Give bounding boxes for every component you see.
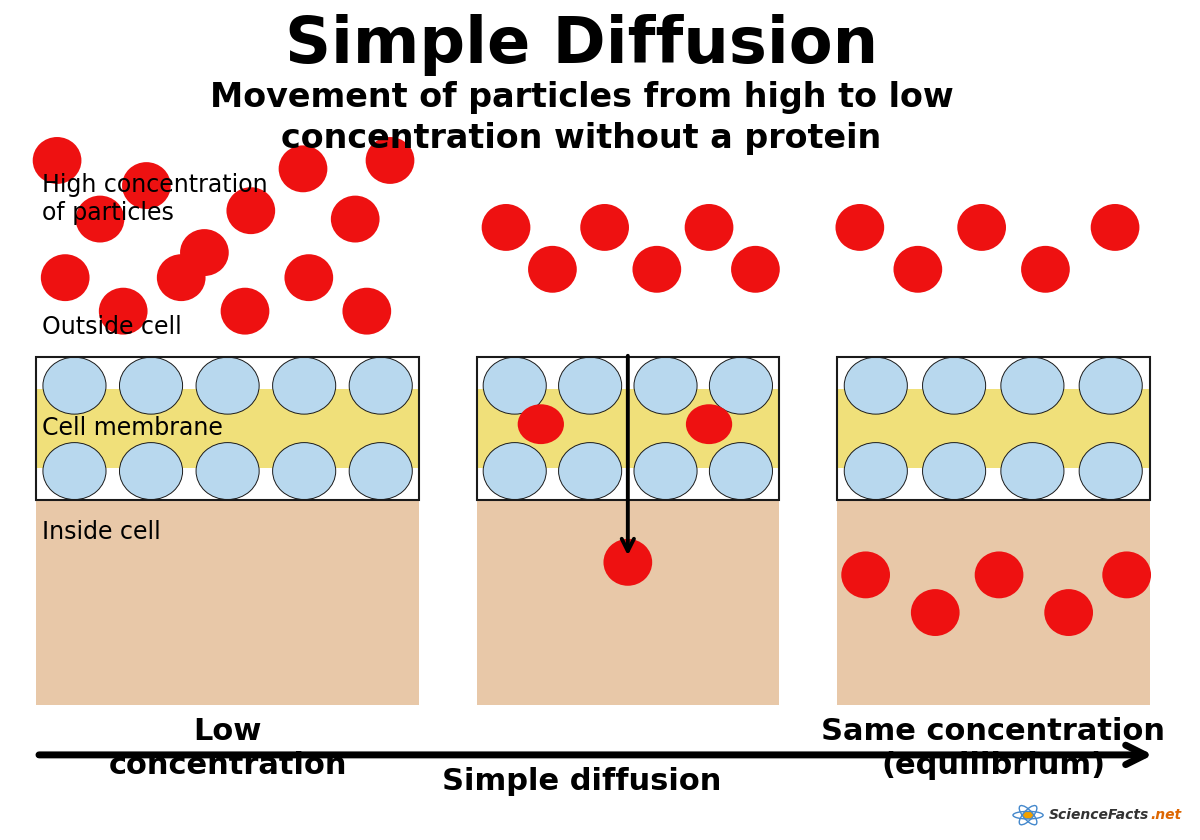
Ellipse shape xyxy=(227,187,275,234)
Text: Low
concentration: Low concentration xyxy=(108,717,347,780)
Ellipse shape xyxy=(43,357,106,414)
Bar xyxy=(836,389,1150,468)
Ellipse shape xyxy=(558,357,622,414)
Bar xyxy=(836,500,1150,705)
Ellipse shape xyxy=(923,357,985,414)
Bar xyxy=(36,357,419,500)
Text: High concentration
of particles: High concentration of particles xyxy=(42,173,268,225)
Ellipse shape xyxy=(331,196,379,243)
Ellipse shape xyxy=(923,443,985,500)
Ellipse shape xyxy=(911,589,960,636)
Ellipse shape xyxy=(120,443,182,500)
Ellipse shape xyxy=(1091,204,1140,251)
Ellipse shape xyxy=(604,539,652,585)
Ellipse shape xyxy=(1021,246,1070,293)
Ellipse shape xyxy=(120,357,182,414)
Ellipse shape xyxy=(272,357,336,414)
Ellipse shape xyxy=(634,443,697,500)
Ellipse shape xyxy=(1079,443,1142,500)
Ellipse shape xyxy=(841,551,890,598)
Ellipse shape xyxy=(632,246,682,293)
Text: Movement of particles from high to low
concentration without a protein: Movement of particles from high to low c… xyxy=(210,81,953,155)
Ellipse shape xyxy=(686,404,732,444)
Ellipse shape xyxy=(731,246,780,293)
Text: Cell membrane: Cell membrane xyxy=(42,417,223,440)
Ellipse shape xyxy=(709,357,773,414)
Text: .net: .net xyxy=(1150,808,1181,822)
Bar xyxy=(36,389,419,468)
Ellipse shape xyxy=(481,204,530,251)
Text: ScienceFacts: ScienceFacts xyxy=(1049,808,1150,822)
Ellipse shape xyxy=(284,255,334,301)
Ellipse shape xyxy=(1001,443,1064,500)
Ellipse shape xyxy=(76,196,125,243)
Ellipse shape xyxy=(484,443,546,500)
Bar xyxy=(478,357,779,500)
Ellipse shape xyxy=(366,137,414,184)
Ellipse shape xyxy=(180,229,229,276)
Ellipse shape xyxy=(98,288,148,334)
Ellipse shape xyxy=(1103,551,1151,598)
Text: Same concentration
(equilibrium): Same concentration (equilibrium) xyxy=(821,717,1165,780)
Ellipse shape xyxy=(634,357,697,414)
Text: Outside cell: Outside cell xyxy=(42,315,181,339)
Ellipse shape xyxy=(517,404,564,444)
Text: Simple diffusion: Simple diffusion xyxy=(442,768,721,796)
Ellipse shape xyxy=(272,443,336,500)
Ellipse shape xyxy=(845,443,907,500)
Text: Simple Diffusion: Simple Diffusion xyxy=(284,14,878,76)
Ellipse shape xyxy=(685,204,733,251)
Ellipse shape xyxy=(894,246,942,293)
Ellipse shape xyxy=(1001,357,1064,414)
Ellipse shape xyxy=(835,204,884,251)
Ellipse shape xyxy=(349,443,413,500)
Text: Inside cell: Inside cell xyxy=(42,521,161,544)
Ellipse shape xyxy=(32,137,82,184)
Ellipse shape xyxy=(484,357,546,414)
Ellipse shape xyxy=(196,443,259,500)
Bar xyxy=(478,500,779,705)
Ellipse shape xyxy=(558,443,622,500)
Ellipse shape xyxy=(278,145,328,192)
Ellipse shape xyxy=(41,255,90,301)
Ellipse shape xyxy=(528,246,577,293)
Bar xyxy=(478,389,779,468)
Bar xyxy=(836,357,1150,500)
Ellipse shape xyxy=(43,443,106,500)
Ellipse shape xyxy=(845,357,907,414)
Ellipse shape xyxy=(974,551,1024,598)
Ellipse shape xyxy=(349,357,413,414)
Circle shape xyxy=(1022,811,1033,819)
Ellipse shape xyxy=(581,204,629,251)
Ellipse shape xyxy=(1079,357,1142,414)
Bar xyxy=(36,500,419,705)
Ellipse shape xyxy=(1044,589,1093,636)
Ellipse shape xyxy=(709,443,773,500)
Ellipse shape xyxy=(221,288,269,334)
Ellipse shape xyxy=(342,288,391,334)
Ellipse shape xyxy=(958,204,1006,251)
Ellipse shape xyxy=(122,162,170,209)
Ellipse shape xyxy=(196,357,259,414)
Ellipse shape xyxy=(157,255,205,301)
